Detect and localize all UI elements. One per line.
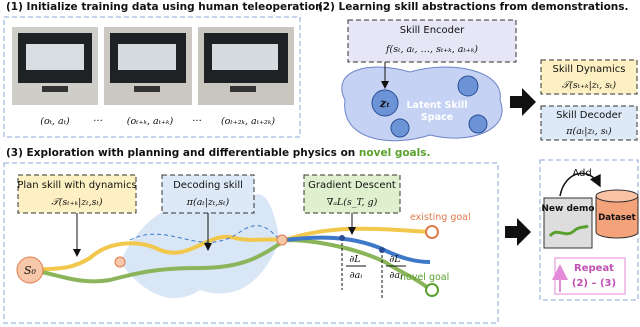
arrow: [559, 172, 601, 197]
decode-box: [161, 174, 255, 214]
latent-label: Latent Skill: [407, 100, 468, 111]
node: [276, 234, 288, 246]
box-title: Decoding skill: [173, 180, 243, 191]
decoder-box: [540, 105, 638, 141]
goal-label: novel goal: [400, 272, 449, 283]
sampled-path: [129, 225, 281, 243]
trajectory: [31, 226, 431, 272]
formula: π(aₜ|zₜ, sₜ): [565, 126, 612, 137]
node: [379, 247, 385, 253]
frame-label: (oₜ₊ₖ, aₜ₊ₖ): [127, 116, 174, 127]
big-arrow: [510, 88, 536, 116]
panel-title: (2) Learning skill abstractions from dem…: [318, 1, 629, 13]
formula: π(aₜ|zₜ,sₜ): [186, 197, 230, 208]
dataset-label: Dataset: [598, 213, 635, 223]
latent-point: [457, 75, 479, 97]
box-title: Skill Encoder: [400, 25, 465, 36]
start-label: S₀: [24, 264, 37, 277]
ellipsis: ···: [93, 116, 103, 127]
demo-curve: [548, 224, 589, 238]
grad-num: ∂L: [349, 254, 360, 265]
trajectory: [31, 237, 432, 292]
latent-label: Space: [421, 112, 453, 123]
box-title: Plan skill with dynamics: [17, 180, 136, 191]
latent-point: [468, 114, 488, 134]
frame-label: (oₜ₊₂ₖ, aₜ₊₂ₖ): [221, 116, 275, 127]
formula: f(sₜ, aₜ, …, sₜ₊ₖ, aₜ₊ₖ): [385, 44, 478, 55]
add-label: Add: [572, 168, 591, 179]
dataset-cylinder: [595, 196, 639, 239]
latent-z: zₜ: [379, 97, 390, 110]
panel-box: [3, 162, 499, 324]
grad-num: ∂L: [389, 254, 400, 265]
repeat-steps: (2) – (3): [572, 278, 616, 289]
latent-point: [371, 89, 399, 117]
frame-label: (oₜ, aₜ): [40, 116, 70, 127]
formula: ∇ₐL(s_T, g): [327, 197, 378, 208]
formula: 𝒯(sₜ₊ₖ|zₜ,sₜ): [51, 197, 102, 208]
plan-box: [17, 174, 137, 214]
node: [114, 256, 126, 268]
goal-node: [425, 283, 439, 297]
dataset-top: [595, 189, 639, 203]
repeat-box: [554, 257, 626, 295]
title-part: (3) Exploration with planning and differ…: [6, 147, 355, 159]
panel-title: (1) Initialize training data using human…: [6, 1, 327, 13]
node: [339, 235, 345, 241]
big-arrow: [505, 218, 531, 246]
photo: [12, 27, 294, 105]
goal-label: existing goal: [410, 212, 471, 223]
ellipsis: ···: [192, 116, 202, 127]
grad-den: ∂aⱼ: [389, 270, 403, 281]
panel-box: [3, 16, 301, 138]
gradient-box: [303, 174, 401, 214]
box-title: Gradient Descent: [308, 180, 396, 191]
encoder-box: [347, 19, 517, 63]
demo-label: New demo: [541, 204, 594, 214]
grad-den: ∂aᵢ: [350, 270, 363, 281]
repeat-label: Repeat: [574, 263, 614, 274]
goal-node: [425, 225, 439, 239]
demo-box: [543, 197, 593, 249]
start-node: [16, 256, 44, 284]
box-title: Skill Decoder: [556, 110, 623, 121]
dynamics-box: [540, 59, 638, 95]
panel-title: (3) Exploration with planning and differ…: [6, 147, 430, 159]
box-title: Skill Dynamics: [553, 64, 626, 75]
title-highlight: novel goals.: [359, 147, 431, 159]
latent-point: [390, 118, 410, 138]
formula: 𝒯(sₜ₊ₖ|zₜ, sₜ): [562, 80, 616, 91]
